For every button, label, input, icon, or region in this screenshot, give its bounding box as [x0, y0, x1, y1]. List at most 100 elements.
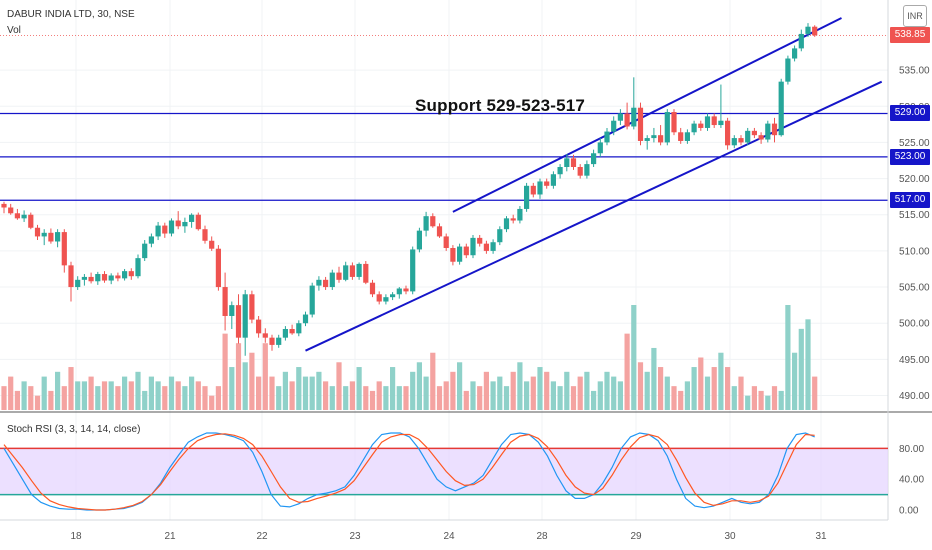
candle-body [403, 288, 409, 292]
volume-bar [48, 390, 54, 410]
candle-body [604, 131, 610, 143]
candle-body [302, 314, 309, 324]
rsi-tick-label: 0.00 [899, 506, 919, 517]
candle-body [671, 112, 677, 133]
candle-body [329, 272, 335, 288]
candle-body [349, 265, 355, 277]
candle-body [637, 107, 644, 141]
candle-body [323, 279, 329, 288]
volume-bar [343, 386, 349, 410]
price-tick-label: 495.00 [899, 355, 930, 366]
candle-body [155, 225, 161, 237]
volume-bar [792, 352, 798, 410]
candle-body [95, 274, 101, 282]
candle-body [148, 236, 154, 244]
volume-bar [711, 367, 717, 410]
rsi-tick-label: 40.00 [899, 475, 924, 486]
candle-body [269, 337, 275, 345]
candle-body [765, 123, 771, 140]
candle-body [557, 167, 563, 175]
volume-bar [155, 381, 161, 410]
volume-bar [771, 386, 778, 410]
volume-bar [41, 376, 47, 410]
volume-bar [671, 386, 677, 410]
candle-body [678, 132, 684, 141]
volume-bar [631, 305, 637, 410]
volume-bar [282, 371, 288, 410]
volume-bar [142, 390, 148, 410]
chart-title: DABUR INDIA LTD, 30, NSE [7, 9, 135, 20]
candle-body [751, 130, 757, 136]
volume-bar [503, 386, 510, 410]
candle-body [48, 232, 54, 242]
volume-bar [115, 386, 121, 410]
volume-bar [423, 376, 429, 410]
time-tick-label: 22 [256, 531, 268, 542]
volume-bar [68, 367, 74, 410]
candle-body [651, 135, 657, 139]
price-tick-label: 520.00 [899, 174, 930, 185]
candle-body [510, 218, 516, 221]
candle-body [189, 214, 195, 222]
candle-body [88, 276, 94, 282]
candle-body [369, 282, 376, 295]
volume-bar [195, 381, 201, 410]
candle-body [785, 58, 791, 82]
candle-body [698, 123, 704, 128]
volume-bar [168, 376, 175, 410]
candle-body [81, 276, 87, 280]
candle-body [8, 207, 14, 214]
candle-body [396, 288, 402, 295]
candle-body [611, 120, 617, 132]
volume-bar [403, 386, 409, 410]
candle-body [517, 208, 523, 221]
volume-bar [778, 390, 784, 410]
candle-body [436, 226, 443, 237]
channel-line [305, 80, 883, 352]
volume-bar [75, 381, 81, 410]
volume-bar [544, 371, 550, 410]
volume-bar [363, 386, 369, 410]
time-tick-label: 30 [724, 531, 736, 542]
candle-body [564, 158, 570, 167]
volume-bar [383, 386, 389, 410]
volume-bar [128, 381, 134, 410]
candle-body [249, 294, 255, 320]
volume-bar [122, 376, 128, 410]
volume-bar [349, 381, 355, 410]
candle-body [771, 123, 778, 136]
candle-body [577, 167, 583, 176]
candle-body [390, 294, 396, 298]
volume-bar [175, 381, 181, 410]
candle-body [356, 263, 362, 277]
volume-bar [745, 395, 751, 410]
volume-bar [637, 362, 644, 410]
volume-bar [369, 390, 376, 410]
current-price-tag: 538.85 [890, 27, 930, 44]
volume-bar [289, 381, 295, 410]
volume-bar [34, 395, 41, 410]
volume-bar [477, 386, 483, 410]
volume-bar [457, 362, 463, 410]
volume-bar [269, 376, 275, 410]
currency-badge[interactable]: INR [903, 5, 927, 27]
candle-body [175, 220, 181, 227]
candle-body [296, 323, 302, 334]
volume-bar [396, 386, 402, 410]
stoch-rsi-label: Stoch RSI (3, 3, 14, 14, close) [7, 424, 141, 435]
volume-bar [235, 343, 242, 410]
volume-bar [215, 386, 221, 410]
volume-bar [262, 343, 268, 410]
candle-body [812, 26, 818, 36]
candle-body [101, 274, 108, 281]
volume-bar [510, 371, 516, 410]
volume-bar [470, 381, 476, 410]
candle-body [142, 243, 148, 259]
candle-body [483, 243, 489, 251]
volume-bar [182, 386, 188, 410]
candle-body [530, 185, 536, 195]
candle-body [376, 294, 382, 302]
price-tick-label: 500.00 [899, 319, 930, 330]
candle-body [75, 279, 81, 288]
